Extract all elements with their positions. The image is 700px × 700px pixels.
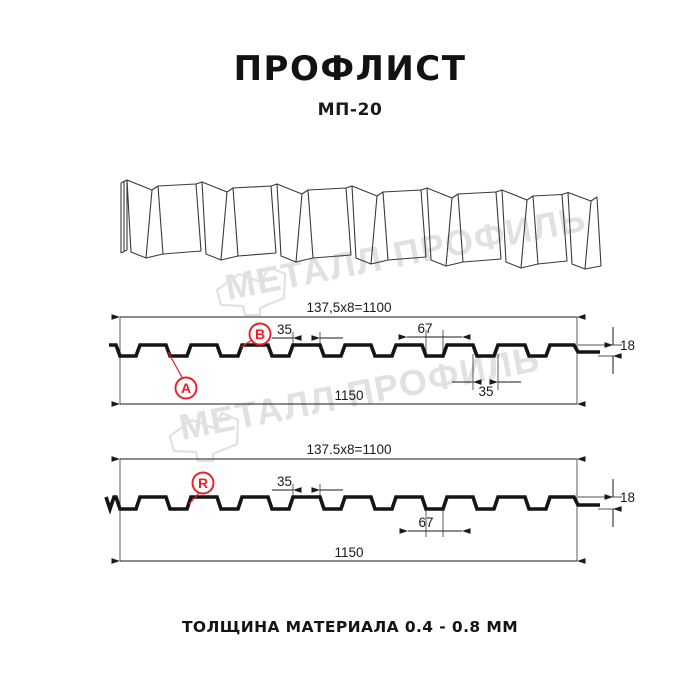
marker-a-label: A (181, 380, 191, 396)
marker-r-label: R (198, 475, 208, 491)
dim-text-18-b: 18 (620, 490, 635, 505)
dim-text-18-a: 18 (620, 338, 635, 353)
watermark-logo-icon (168, 411, 240, 463)
isometric-profile-view (120, 179, 602, 270)
material-thickness-note: ТОЛЩИНА МАТЕРИАЛА 0.4 - 0.8 ММ (181, 618, 519, 636)
profile-waveform-b (104, 495, 600, 515)
dim-text-35-b: 35 (277, 474, 292, 489)
dim-text-35b-a: 35 (478, 384, 493, 399)
cross-section-b: 137.5x8=1100 1150 35 67 18 R (104, 442, 635, 564)
cross-section-a: 137,5x8=1100 1150 35 67 35 18 (109, 300, 635, 407)
marker-r: R (188, 471, 215, 505)
marker-b: B (240, 322, 272, 348)
dim-text-67-b: 67 (418, 515, 433, 530)
marker-b-label: B (255, 326, 265, 342)
dim-text-top-overall-b: 137.5x8=1100 (307, 442, 392, 457)
dim-text-bottom-overall-a: 1150 (334, 388, 363, 403)
dim-text-bottom-overall-b: 1150 (334, 545, 363, 560)
dim-text-top-overall-a: 137,5x8=1100 (307, 300, 392, 315)
watermark-logo-icon (215, 265, 287, 317)
marker-a: A (167, 351, 198, 400)
dim-text-35-a: 35 (277, 322, 292, 337)
profile-waveform-a (109, 343, 600, 358)
dim-text-67-a: 67 (417, 321, 432, 336)
